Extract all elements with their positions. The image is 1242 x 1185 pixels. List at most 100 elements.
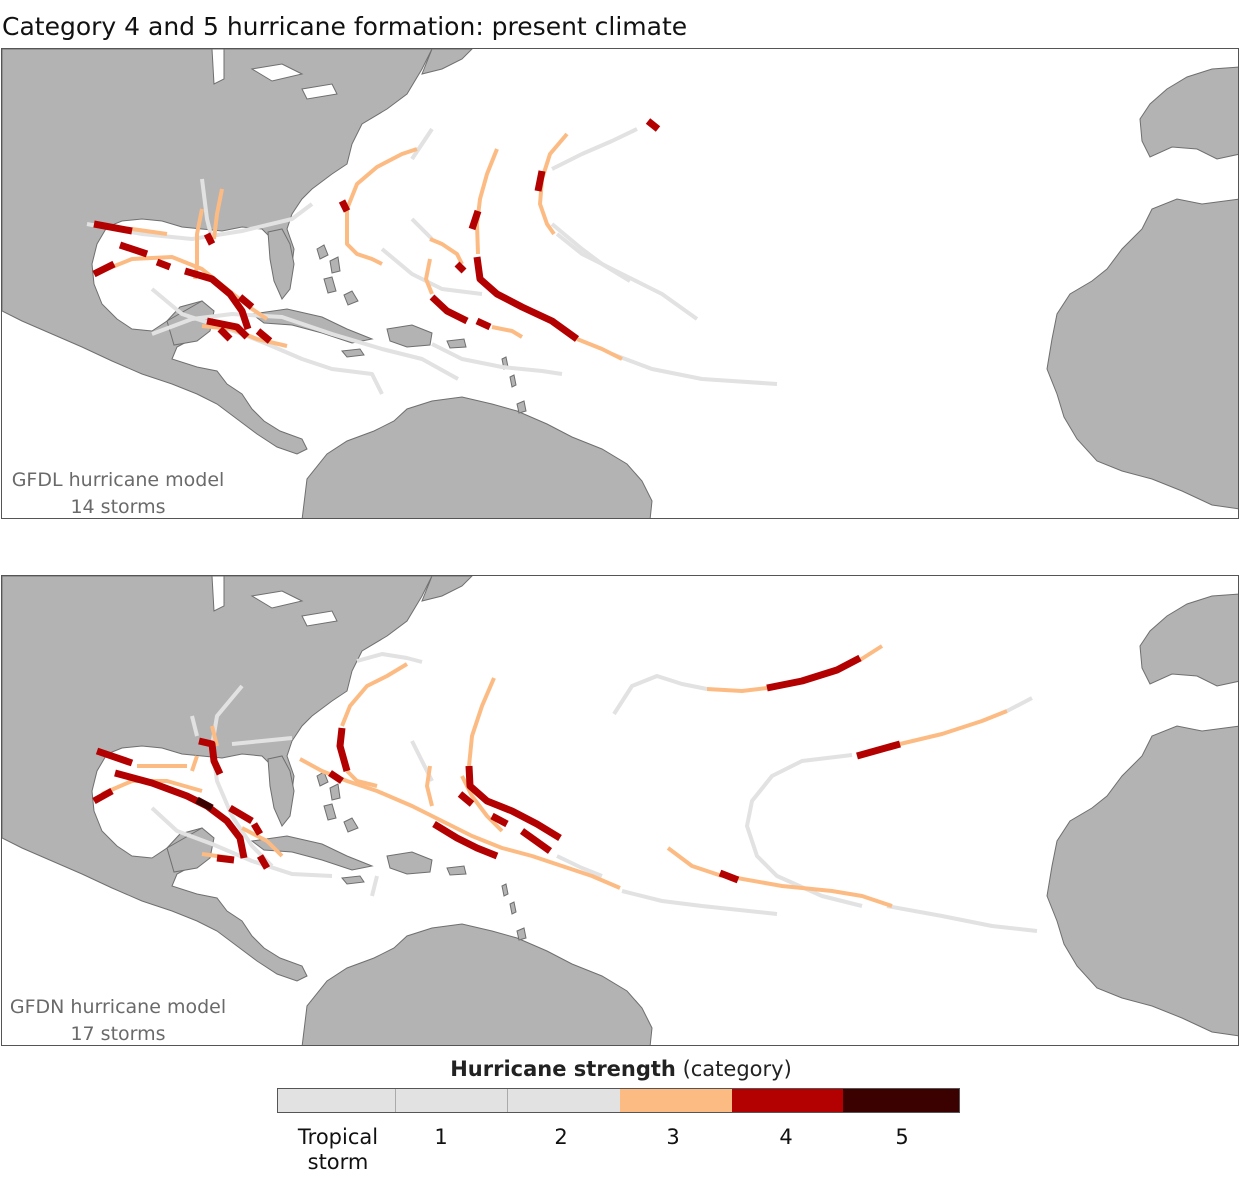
- storm-track: [429, 237, 464, 265]
- storm-track: [356, 652, 423, 664]
- storm-track: [576, 337, 623, 361]
- storm-track-cat4: [475, 317, 492, 331]
- legend-title: Hurricane strength (category): [0, 1054, 1242, 1084]
- florida-land: [267, 228, 295, 300]
- legend-swatch-2: [508, 1089, 620, 1112]
- storm-track-cat4: [432, 821, 499, 860]
- south-america-land: [301, 396, 653, 518]
- north-america-land: [2, 49, 433, 455]
- map-canvas-gfdl: [2, 49, 1238, 518]
- legend-swatch-ts: [278, 1089, 396, 1112]
- storm-track: [190, 755, 199, 772]
- storm-track: [491, 325, 524, 339]
- storm-track-cat4: [256, 854, 271, 870]
- storm-track-cat4: [217, 326, 233, 342]
- storm-track-cat4: [457, 791, 475, 807]
- storm-track-cat4: [454, 261, 467, 274]
- storm-track-cat4: [465, 765, 562, 841]
- great-lakes: [211, 49, 338, 100]
- storm-track: [538, 132, 569, 236]
- landmass-group: [2, 49, 1238, 518]
- legend-label-1: 1: [434, 1125, 448, 1149]
- storm-track-cat5: [195, 796, 214, 812]
- storm-track: [666, 846, 723, 878]
- storm-track-cat4: [216, 854, 235, 864]
- storm-track: [212, 188, 224, 240]
- map-title: Category 4 and 5 hurricane formation: pr…: [2, 12, 688, 41]
- storm-track-cat4: [237, 294, 255, 310]
- storm-track-cat4: [92, 787, 114, 805]
- storm-track-cat4: [93, 220, 133, 235]
- storm-track: [340, 662, 409, 727]
- storm-track-cat4: [155, 258, 172, 271]
- panel-label-storms: 17 storms: [70, 1023, 166, 1045]
- storm-track: [475, 148, 499, 255]
- storm-tracks-gfdl: [86, 118, 778, 395]
- legend-color-bar: [277, 1088, 960, 1113]
- storm-track: [410, 127, 434, 161]
- storm-track: [345, 769, 378, 788]
- nova-scotia-land: [421, 576, 473, 602]
- storm-track: [210, 684, 274, 868]
- nova-scotia-land: [421, 49, 473, 75]
- legend-label-3: 3: [666, 1125, 680, 1149]
- storm-track-cat4: [250, 822, 264, 836]
- legend-swatch-4: [731, 1089, 844, 1112]
- storm-track: [345, 219, 383, 266]
- great-lakes: [211, 576, 338, 627]
- hispaniola-land: [386, 851, 433, 875]
- panel-label-model: GFDL hurricane model: [11, 469, 225, 491]
- hispaniola-land: [386, 324, 433, 348]
- storm-track: [425, 765, 434, 807]
- storm-track-cat4: [468, 209, 482, 231]
- storm-track: [210, 725, 219, 747]
- storm-track-cat4: [645, 118, 661, 132]
- storm-track-cat4: [228, 804, 254, 825]
- storm-track: [612, 674, 708, 716]
- storm-track-cat4: [534, 170, 546, 192]
- storm-track: [370, 875, 379, 897]
- storm-track: [621, 889, 778, 916]
- puerto-rico-land: [446, 338, 467, 349]
- storm-track-cat4: [92, 260, 116, 278]
- storm-track-cat4: [328, 770, 344, 784]
- map-canvas-gfdn: [2, 576, 1238, 1045]
- landmass-group: [2, 576, 1238, 1045]
- storm-track-cat4: [856, 740, 901, 760]
- storm-track: [1006, 696, 1033, 713]
- storm-track-cat4: [198, 737, 224, 776]
- storm-track: [611, 352, 778, 386]
- storm-track: [86, 202, 314, 241]
- storm-track-cat4: [118, 241, 149, 258]
- storm-track: [151, 312, 459, 381]
- storm-track-cat4: [718, 869, 740, 884]
- legend-label-4: 4: [779, 1125, 793, 1149]
- jamaica-land: [341, 348, 365, 358]
- storm-track: [551, 127, 638, 171]
- legend-title-rest: (category): [675, 1057, 792, 1081]
- iberia-land: [1139, 593, 1238, 687]
- jamaica-land: [341, 875, 365, 885]
- storm-track: [231, 736, 293, 746]
- bahamas-land: [316, 771, 359, 833]
- storm-track-cat4: [206, 317, 250, 340]
- storm-track: [241, 826, 284, 858]
- storm-track: [886, 904, 1038, 933]
- panel-label-model: GFDN hurricane model: [9, 996, 227, 1018]
- storm-track: [706, 686, 768, 693]
- iberia-land: [1139, 66, 1238, 160]
- legend-swatch-3: [620, 1089, 732, 1112]
- storm-track: [410, 217, 434, 241]
- florida-land: [267, 755, 295, 827]
- north-america-land: [2, 576, 433, 982]
- storm-track: [736, 876, 893, 908]
- south-america-land: [301, 923, 653, 1045]
- storm-track: [556, 854, 603, 878]
- storm-track-cat4: [336, 727, 351, 772]
- storm-track-cat4: [338, 199, 351, 213]
- storm-track-cat4: [766, 654, 862, 692]
- africa-land: [1046, 725, 1238, 1037]
- lesser-antilles-land: [501, 883, 527, 941]
- bahamas-land: [316, 244, 359, 306]
- panel-label-storms: 14 storms: [70, 496, 166, 518]
